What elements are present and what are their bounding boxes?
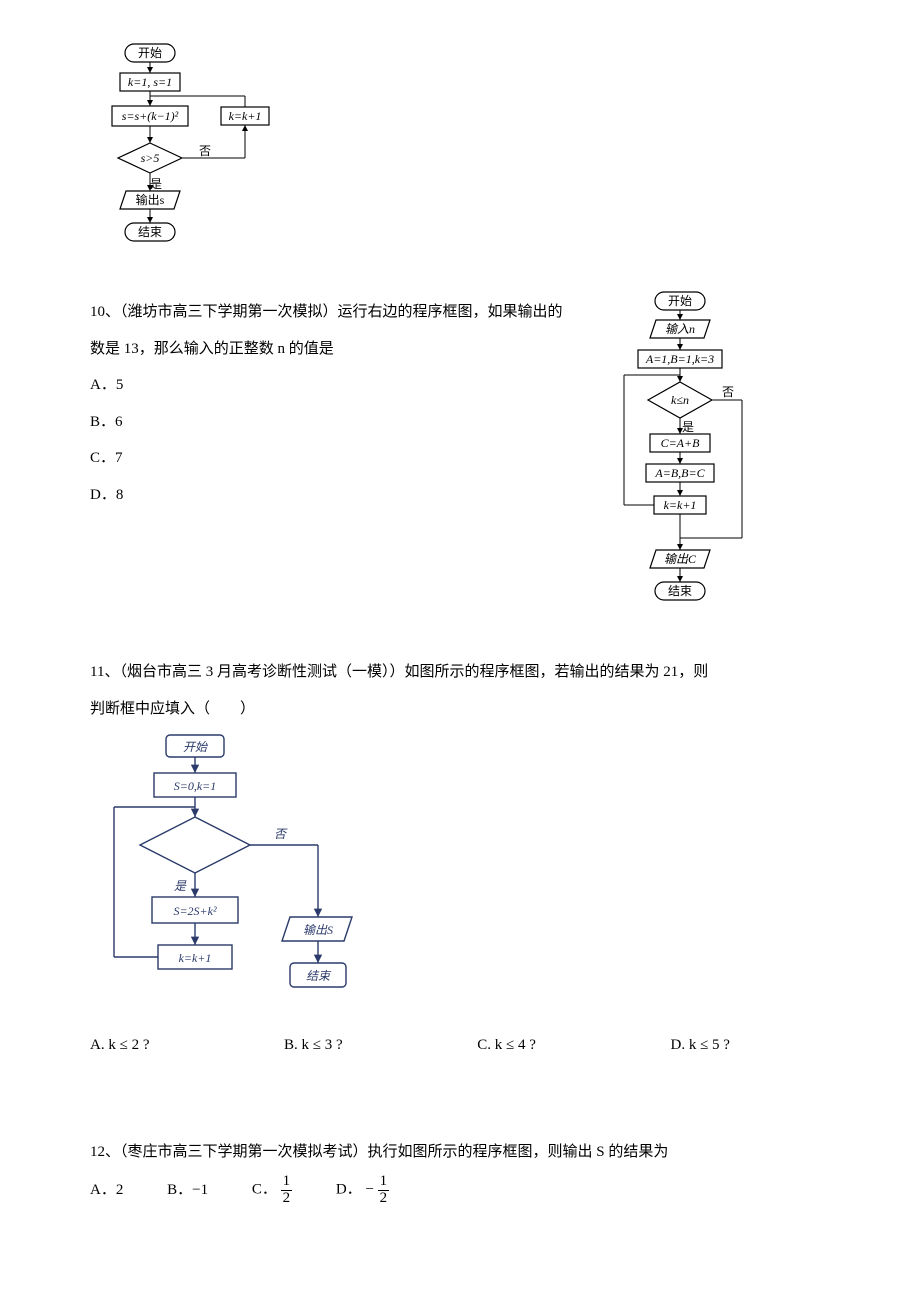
fc10-no: 否 — [722, 385, 734, 399]
fc11-end: 结束 — [306, 969, 332, 983]
fc11-start: 开始 — [183, 740, 208, 754]
q12-opt-b: B．−1 — [167, 1176, 208, 1205]
fc9-proc: s=s+(k−1)² — [122, 109, 179, 123]
fc10-start: 开始 — [668, 294, 692, 308]
fc11-inc: k=k+1 — [179, 951, 212, 965]
q11-text-1: 11、（烟台市高三 3 月高考诊断性测试（一模））如图所示的程序框图，若输出的结… — [90, 658, 830, 687]
q10-opt-a: A．5 — [90, 371, 590, 400]
fc11-init: S=0,k=1 — [174, 779, 217, 793]
fc9-no: 否 — [199, 144, 211, 158]
fc10-out: 输出C — [664, 552, 697, 566]
q12-opt-c: C． 12 — [252, 1174, 292, 1207]
fc10-c: C=A+B — [661, 436, 701, 450]
q11-opt-a: A. k ≤ 2 ? — [90, 1031, 149, 1060]
fc9-yes: 是 — [150, 177, 162, 191]
fc9-dec: s>5 — [141, 151, 160, 165]
fc9-start: 开始 — [138, 46, 162, 60]
fc11-proc: S=2S+k² — [173, 904, 217, 918]
q12-opt-a: A．2 — [90, 1176, 123, 1205]
question-10-row: 10、（潍坊市高三下学期第一次模拟）运行右边的程序框图，如果输出的 数是 13，… — [90, 290, 830, 650]
q11-text-2: 判断框中应填入（ ） — [90, 695, 830, 724]
q12-text: 12、（枣庄市高三下学期第一次模拟考试）执行如图所示的程序框图，则输出 S 的结… — [90, 1138, 830, 1167]
q12-options: A．2 B．−1 C． 12 D． − 12 — [90, 1174, 830, 1207]
flowchart-10: 开始 输入n A=1,B=1,k=3 k≤n 是 否 C=A+B A=B,B=C — [610, 290, 760, 650]
fc11-yes: 是 — [174, 879, 187, 893]
fc11-no: 否 — [274, 827, 288, 841]
fc10-in: 输入n — [665, 322, 695, 336]
fc9-end: 结束 — [138, 225, 162, 239]
q11-opt-d: D. k ≤ 5 ? — [670, 1031, 729, 1060]
q10-text-2: 数是 13，那么输入的正整数 n 的值是 — [90, 335, 590, 364]
fc9-init: k=1, s=1 — [128, 75, 172, 89]
fc11-out: 输出S — [303, 923, 333, 937]
fc10-init: A=1,B=1,k=3 — [645, 352, 714, 366]
fc10-end: 结束 — [668, 584, 692, 598]
fc10-yes: 是 — [682, 420, 694, 434]
q10-opt-b: B．6 — [90, 408, 590, 437]
q11-opt-b: B. k ≤ 3 ? — [284, 1031, 343, 1060]
q12-opt-d: D． − 12 — [336, 1174, 389, 1207]
q10-opt-d: D．8 — [90, 481, 590, 510]
fc10-inc: k=k+1 — [664, 498, 697, 512]
q11-options: A. k ≤ 2 ? B. k ≤ 3 ? C. k ≤ 4 ? D. k ≤ … — [90, 1031, 730, 1060]
fc10-ab: A=B,B=C — [654, 466, 705, 480]
fc9-inc: k=k+1 — [229, 109, 262, 123]
q10-opt-c: C．7 — [90, 444, 590, 473]
flowchart-11: 开始 S=0,k=1 是 否 S=2S+k² k=k+1 输出S 结束 — [90, 731, 830, 1021]
q10-text-1: 10、（潍坊市高三下学期第一次模拟）运行右边的程序框图，如果输出的 — [90, 298, 590, 327]
q11-opt-c: C. k ≤ 4 ? — [477, 1031, 536, 1060]
flowchart-9: 开始 k=1, s=1 s=s+(k−1)² s>5 是 否 k=k+1 输出s… — [90, 40, 830, 290]
q10-options: A．5 B．6 C．7 D．8 — [90, 371, 590, 509]
fc10-dec: k≤n — [671, 393, 689, 407]
fc9-out: 输出s — [136, 192, 165, 207]
